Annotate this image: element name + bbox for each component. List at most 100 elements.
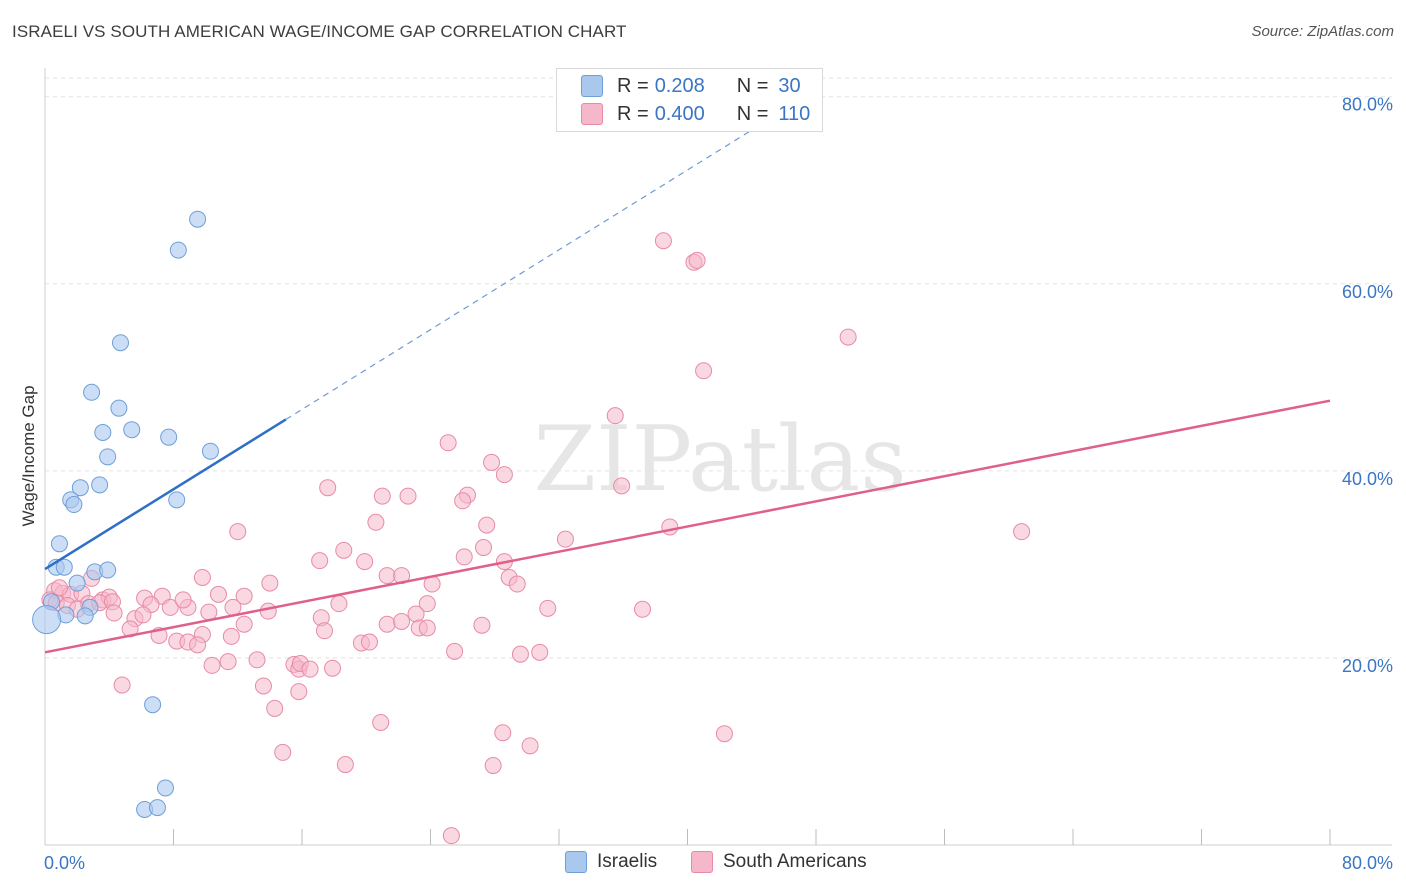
south-americans-point	[330, 595, 348, 613]
south-americans-point	[319, 479, 337, 497]
y-tick-label: 60.0%	[1342, 282, 1393, 302]
south-americans-point	[315, 622, 333, 640]
israelis-point	[148, 799, 166, 817]
south-americans-point	[311, 552, 329, 570]
south-americans-point	[248, 651, 266, 669]
south-americans-point	[336, 756, 354, 774]
south-americans-point	[446, 642, 464, 660]
south-americans-swatch	[691, 851, 713, 873]
israelis-point	[189, 210, 207, 228]
israelis-point	[160, 428, 178, 446]
south-americans-point	[654, 232, 672, 250]
south-americans-point	[495, 466, 513, 484]
south-americans-point	[556, 530, 574, 548]
south-americans-point	[324, 659, 342, 677]
legend-r-value: 0.208	[654, 74, 705, 97]
israelis-trend-extension	[285, 89, 817, 420]
south-americans-point	[274, 743, 292, 761]
israelis-point	[123, 421, 141, 439]
legend-n-label: N =	[736, 74, 769, 97]
y-tick-label: 40.0%	[1342, 469, 1393, 489]
south-americans-point	[508, 575, 526, 593]
y-tick-label: 20.0%	[1342, 656, 1393, 676]
israelis-point	[156, 779, 174, 797]
israelis-point	[111, 334, 129, 352]
south-americans-point	[473, 616, 491, 634]
israelis-point	[68, 574, 86, 592]
legend-row-south-americans: R = 0.400 N = 110	[557, 100, 810, 128]
south-americans-point	[484, 756, 502, 774]
x-tick-label: 0.0%	[44, 853, 85, 873]
israelis-point	[32, 605, 62, 635]
south-americans-point	[378, 567, 396, 585]
israelis-point	[144, 696, 162, 714]
watermark: ZIPatlas	[533, 407, 906, 512]
israelis-point	[83, 383, 101, 401]
source-label: Source: ZipAtlas.com	[1251, 23, 1394, 40]
israelis-point	[50, 535, 68, 553]
south-americans-point	[356, 553, 374, 571]
south-americans-point	[839, 328, 857, 346]
south-americans-point	[483, 453, 501, 471]
legend-item-israelis[interactable]: Israelis	[565, 851, 657, 873]
south-americans-point	[494, 724, 512, 742]
south-americans-point	[219, 653, 237, 671]
israelis-point	[169, 241, 187, 259]
south-americans-point	[407, 605, 425, 623]
south-americans-point	[235, 615, 253, 633]
south-americans-point	[360, 633, 378, 651]
south-americans-point	[254, 677, 272, 695]
south-americans-point	[511, 645, 529, 663]
y-tick-label: 80.0%	[1342, 95, 1393, 115]
south-americans-point	[105, 604, 123, 622]
south-americans-swatch	[581, 103, 603, 125]
south-americans-point	[634, 600, 652, 618]
israelis-points	[32, 210, 219, 818]
south-americans-point	[121, 620, 139, 638]
israelis-point	[76, 607, 94, 625]
israelis-point	[55, 558, 73, 576]
south-americans-point	[539, 599, 557, 617]
south-americans-point	[661, 518, 679, 536]
south-americans-point	[259, 602, 277, 620]
israelis-point	[110, 399, 128, 417]
israelis-point	[94, 424, 112, 442]
israelis-point	[65, 496, 83, 514]
south-americans-point	[266, 699, 284, 717]
south-americans-point	[378, 615, 396, 633]
axes	[44, 68, 1392, 846]
x-tick-label: 80.0%	[1342, 853, 1393, 873]
legend-label: Israelis	[597, 851, 658, 872]
israelis-point	[91, 476, 109, 494]
south-americans-point	[193, 568, 211, 586]
legend-r-label: R =	[617, 74, 649, 97]
south-americans-point	[372, 713, 390, 731]
south-americans-point	[531, 643, 549, 661]
israelis-point	[168, 491, 186, 509]
south-americans-point	[442, 827, 460, 845]
legend-item-south-americans[interactable]: South Americans	[691, 851, 867, 873]
south-americans-point	[715, 725, 733, 743]
south-americans-point	[209, 585, 227, 603]
south-americans-point	[399, 487, 417, 505]
south-americans-point	[203, 656, 221, 674]
south-americans-point	[454, 492, 472, 510]
legend-row-israelis: R = 0.208 N = 30	[557, 72, 801, 100]
legend-r-label: R =	[617, 102, 649, 125]
y-axis-label: Wage/Income Gap	[19, 385, 38, 526]
south-americans-point	[113, 676, 131, 694]
south-americans-point	[1013, 523, 1031, 541]
south-americans-point	[174, 591, 192, 609]
south-americans-trend-line	[44, 399, 1331, 654]
legend-n-value: 30	[778, 74, 801, 97]
correlation-legend: R = 0.208 N = 30 R = 0.400 N = 110	[556, 68, 823, 132]
south-americans-point	[367, 513, 385, 531]
south-americans-point	[229, 523, 247, 541]
israelis-swatch	[581, 75, 603, 97]
israelis-point	[201, 442, 219, 460]
south-americans-point	[521, 737, 539, 755]
south-americans-point	[301, 660, 319, 678]
south-americans-point	[222, 627, 240, 645]
south-americans-point	[290, 683, 308, 701]
